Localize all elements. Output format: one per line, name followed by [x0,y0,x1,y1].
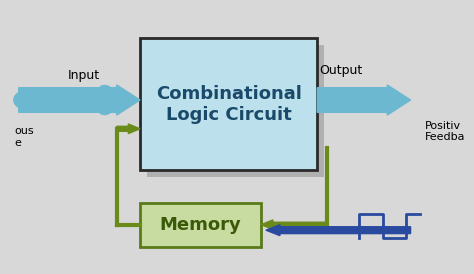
FancyBboxPatch shape [140,203,261,247]
FancyArrow shape [266,225,410,236]
Text: Positiv
Feedba: Positiv Feedba [425,121,465,142]
Text: Memory: Memory [160,216,241,234]
FancyArrow shape [18,85,140,115]
FancyArrow shape [117,124,140,133]
Text: Input: Input [68,69,100,82]
FancyArrow shape [317,85,410,115]
FancyBboxPatch shape [147,45,324,177]
Text: ous
e: ous e [14,126,34,148]
FancyArrow shape [261,220,327,230]
Text: Combinational
Logic Circuit: Combinational Logic Circuit [155,85,301,124]
Text: Output: Output [319,64,362,77]
FancyBboxPatch shape [140,38,317,170]
